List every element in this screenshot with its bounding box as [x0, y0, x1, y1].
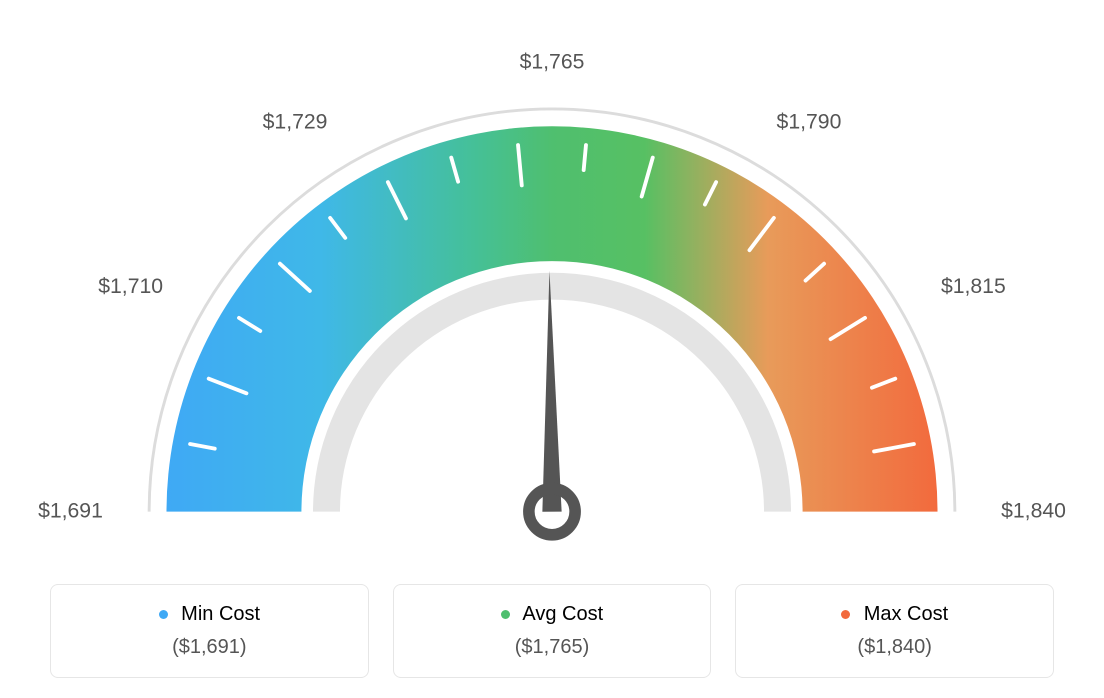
dot-icon-max: [841, 610, 850, 619]
legend-avg-title-text: Avg Cost: [522, 603, 603, 625]
gauge-tick-label: $1,840: [1001, 499, 1066, 522]
legend-max-title-text: Max Cost: [864, 603, 948, 625]
legend-max-title: Max Cost: [748, 603, 1041, 626]
dot-icon-min: [159, 610, 168, 619]
gauge-tick-label: $1,691: [38, 499, 103, 522]
legend-min-value: ($1,691): [63, 636, 356, 659]
legend-max-value: ($1,840): [748, 636, 1041, 659]
legend-card-avg: Avg Cost ($1,765): [393, 584, 712, 678]
gauge-tick-label: $1,765: [520, 50, 585, 73]
legend-avg-title: Avg Cost: [406, 603, 699, 626]
legend-card-max: Max Cost ($1,840): [735, 584, 1054, 678]
legend-row: Min Cost ($1,691) Avg Cost ($1,765) Max …: [20, 584, 1084, 678]
gauge-tick-label: $1,710: [98, 275, 163, 298]
gauge-tick-label: $1,729: [263, 111, 328, 134]
legend-min-title: Min Cost: [63, 603, 356, 626]
gauge-needle: [542, 271, 561, 512]
dot-icon-avg: [501, 610, 510, 619]
legend-min-title-text: Min Cost: [181, 603, 260, 625]
gauge-svg-container: $1,691 $1,710 $1,729 $1,765 $1,790 $1,815 $1,8…: [20, 20, 1084, 560]
legend-avg-value: ($1,765): [406, 636, 699, 659]
gauge-svg: $1,691 $1,710 $1,729 $1,765 $1,790 $1,815 $1,8…: [20, 20, 1084, 560]
legend-card-min: Min Cost ($1,691): [50, 584, 369, 678]
gauge-tick-label: $1,815: [941, 275, 1006, 298]
gauge-tick-label: $1,790: [777, 111, 842, 134]
cost-gauge-chart: $1,691 $1,710 $1,729 $1,765 $1,790 $1,815 $1,8…: [20, 20, 1084, 678]
